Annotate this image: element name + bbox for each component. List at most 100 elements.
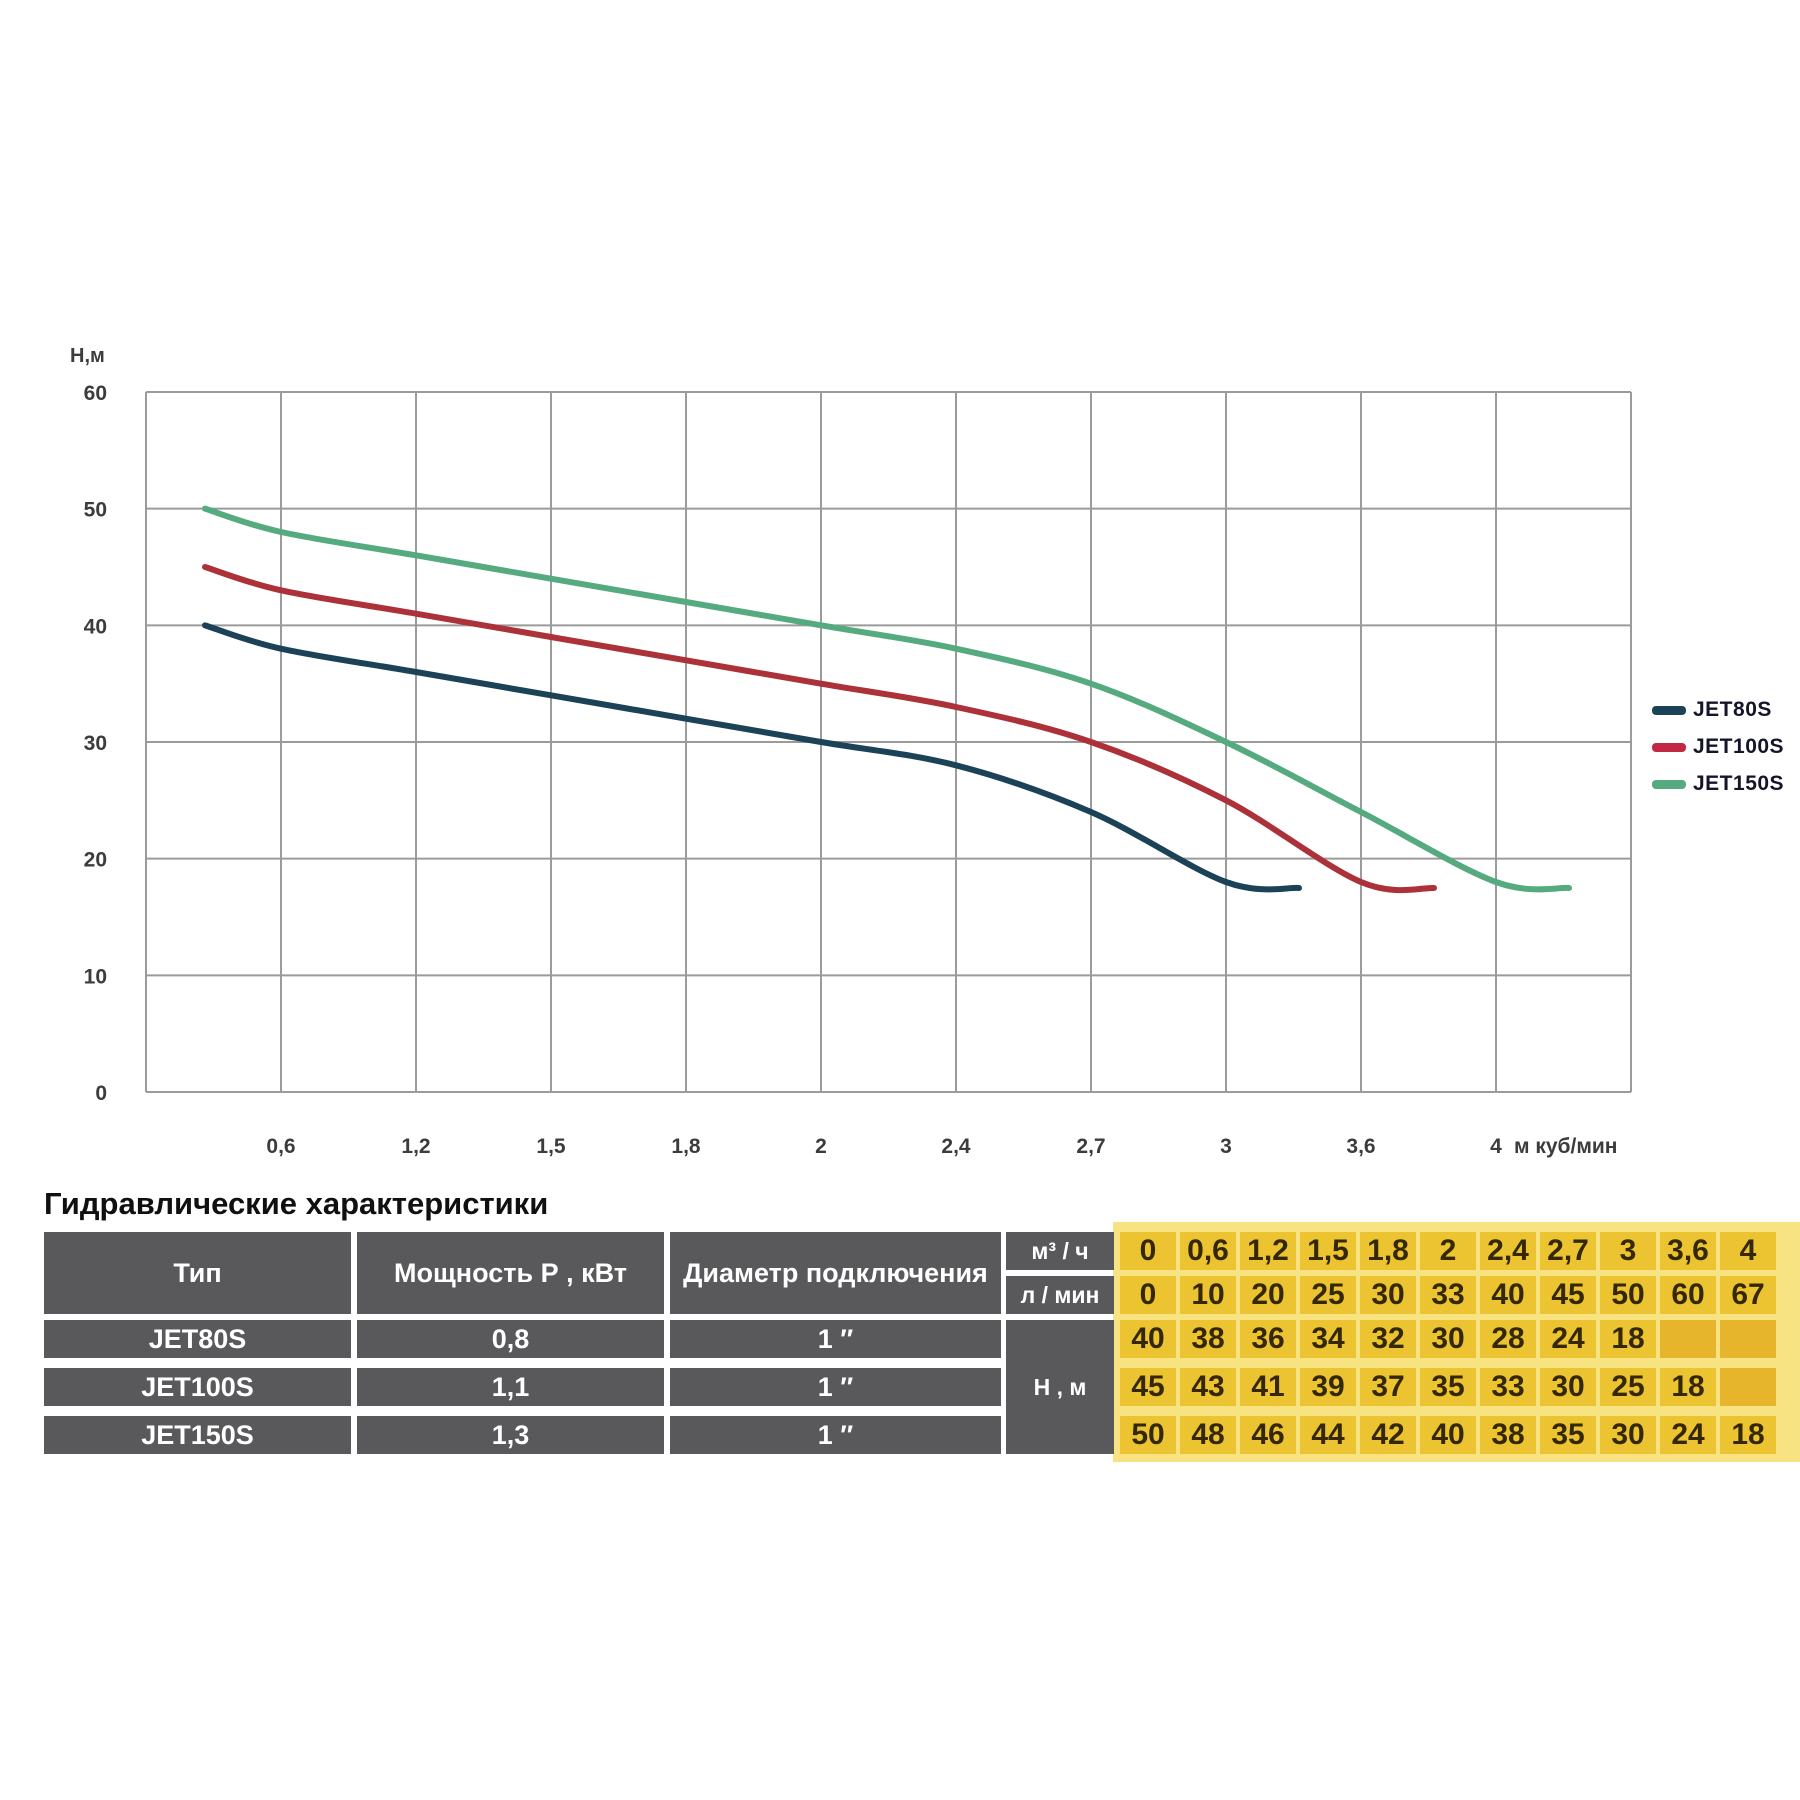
- row-power: 0,8: [357, 1320, 664, 1358]
- x-tick-label: 1,2: [401, 1135, 430, 1158]
- chart-legend: JET80S JET100S JET150S: [1652, 698, 1784, 796]
- head-value-cell: [1660, 1320, 1716, 1358]
- flow-m3h-cell: 0,6: [1180, 1232, 1236, 1270]
- flow-lmin-cell: 45: [1540, 1276, 1596, 1314]
- head-value-cell: 28: [1480, 1320, 1536, 1358]
- flow-m3h-cell: 2: [1420, 1232, 1476, 1270]
- head-value-cell: 34: [1300, 1320, 1356, 1358]
- head-value-cell: 43: [1180, 1368, 1236, 1406]
- head-value-cell: 38: [1180, 1320, 1236, 1358]
- head-value-cell: 36: [1240, 1320, 1296, 1358]
- header-flow-m3h: м³ / ч: [1006, 1232, 1114, 1270]
- curve-jet80s: [202, 622, 1302, 893]
- legend-item-jet100s: JET100S: [1652, 735, 1784, 759]
- legend-label: JET150S: [1693, 772, 1785, 795]
- flow-lmin-cell: 10: [1180, 1276, 1236, 1314]
- header-flow-lmin: л / мин: [1006, 1276, 1114, 1314]
- head-value-cell: 35: [1420, 1368, 1476, 1406]
- header-power: Мощность Р , кВт: [357, 1232, 664, 1314]
- header-type: Тип: [44, 1232, 351, 1314]
- y-tick-label: 60: [84, 382, 107, 405]
- curve-jet150s: [202, 505, 1572, 893]
- flow-lmin-cell: 50: [1600, 1276, 1656, 1314]
- legend-label: JET80S: [1693, 698, 1772, 721]
- flow-m3h-cell: 2,7: [1540, 1232, 1596, 1270]
- legend-swatch-icon: [1652, 705, 1686, 715]
- head-value-cell: 25: [1600, 1368, 1656, 1406]
- y-axis-title: Н,м: [70, 345, 105, 367]
- head-value-cell: 30: [1540, 1368, 1596, 1406]
- flow-m3h-cell: 1,2: [1240, 1232, 1296, 1270]
- head-value-cell: 46: [1240, 1416, 1296, 1454]
- legend-item-jet80s: JET80S: [1652, 698, 1784, 722]
- head-value-cell: [1720, 1320, 1776, 1358]
- flow-m3h-cell: 4: [1720, 1232, 1776, 1270]
- y-tick-label: 40: [84, 615, 107, 638]
- x-tick-label: 1,5: [536, 1135, 566, 1158]
- head-value-cell: 39: [1300, 1368, 1356, 1406]
- x-tick-label: 3: [1220, 1135, 1232, 1158]
- row-power: 1,1: [357, 1368, 664, 1406]
- head-value-cell: 44: [1300, 1416, 1356, 1454]
- curve-jet100s: [202, 564, 1437, 894]
- flow-lmin-cell: 60: [1660, 1276, 1716, 1314]
- head-value-cell: 30: [1600, 1416, 1656, 1454]
- x-tick-label: 2,7: [1076, 1135, 1105, 1158]
- head-value-cell: 30: [1420, 1320, 1476, 1358]
- y-tick-label: 0: [95, 1082, 107, 1105]
- x-tick-label: 1,8: [671, 1135, 701, 1158]
- head-value-cell: 24: [1540, 1320, 1596, 1358]
- x-tick-label: 3,6: [1346, 1135, 1375, 1158]
- flow-lmin-cell: 0: [1120, 1276, 1176, 1314]
- head-value-cell: 18: [1660, 1368, 1716, 1406]
- x-tick-label: 2: [815, 1135, 827, 1158]
- head-value-cell: 50: [1120, 1416, 1176, 1454]
- head-value-cell: 45: [1120, 1368, 1176, 1406]
- flow-m3h-cell: 0: [1120, 1232, 1176, 1270]
- flow-m3h-cell: 3: [1600, 1232, 1656, 1270]
- head-value-cell: 37: [1360, 1368, 1416, 1406]
- head-value-cell: 48: [1180, 1416, 1236, 1454]
- x-tick-label: 0,6: [266, 1135, 295, 1158]
- flow-lmin-cell: 30: [1360, 1276, 1416, 1314]
- head-value-cell: 24: [1660, 1416, 1716, 1454]
- row-power: 1,3: [357, 1416, 664, 1454]
- head-value-cell: [1720, 1368, 1776, 1406]
- x-tick-label: 4: [1490, 1135, 1502, 1158]
- flow-lmin-cell: 67: [1720, 1276, 1776, 1314]
- head-value-cell: 32: [1360, 1320, 1416, 1358]
- flow-lmin-cell: 33: [1420, 1276, 1476, 1314]
- head-value-cell: 41: [1240, 1368, 1296, 1406]
- head-value-cell: 40: [1420, 1416, 1476, 1454]
- y-tick-label: 20: [84, 849, 107, 872]
- flow-m3h-cell: 3,6: [1660, 1232, 1716, 1270]
- header-head-m: Н , м: [1006, 1320, 1114, 1454]
- y-tick-label: 50: [84, 499, 107, 522]
- row-type-jet150s: JET150S: [44, 1416, 351, 1454]
- head-value-cell: 35: [1540, 1416, 1596, 1454]
- legend-swatch-icon: [1652, 742, 1686, 752]
- flow-m3h-cell: 1,8: [1360, 1232, 1416, 1270]
- flow-m3h-cell: 2,4: [1480, 1232, 1536, 1270]
- head-value-cell: 42: [1360, 1416, 1416, 1454]
- legend-item-jet150s: JET150S: [1652, 772, 1784, 796]
- x-tick-label: 2,4: [941, 1135, 971, 1158]
- head-value-cell: 18: [1600, 1320, 1656, 1358]
- y-tick-label: 10: [84, 965, 107, 988]
- y-tick-label: 30: [84, 732, 107, 755]
- head-value-cell: 38: [1480, 1416, 1536, 1454]
- row-diameter: 1 ″: [670, 1320, 1001, 1358]
- flow-lmin-cell: 20: [1240, 1276, 1296, 1314]
- head-value-cell: 33: [1480, 1368, 1536, 1406]
- flow-m3h-cell: 1,5: [1300, 1232, 1356, 1270]
- x-axis-unit-label: м куб/мин: [1514, 1135, 1618, 1158]
- legend-label: JET100S: [1693, 735, 1785, 758]
- head-value-cell: 18: [1720, 1416, 1776, 1454]
- table-title: Гидравлические характеристики: [44, 1186, 549, 1221]
- row-diameter: 1 ″: [670, 1416, 1001, 1454]
- legend-swatch-icon: [1652, 779, 1686, 789]
- row-type-jet100s: JET100S: [44, 1368, 351, 1406]
- row-type-jet80s: JET80S: [44, 1320, 351, 1358]
